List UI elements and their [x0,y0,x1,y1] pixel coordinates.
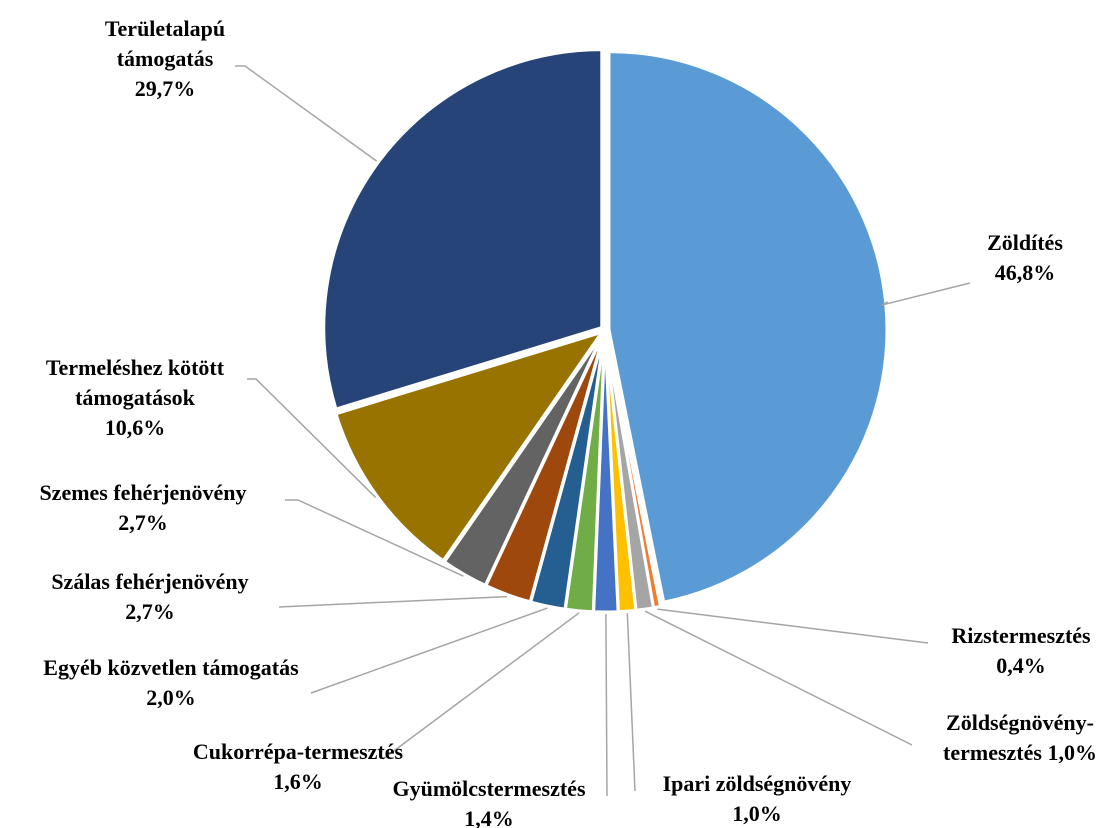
slice-label: Ipari zöldségnövény 1,0% [663,771,852,826]
pie-slices [322,48,889,614]
leader-line [310,607,548,694]
leader-line [657,608,929,644]
leader-lines [235,65,971,797]
leader-line [235,65,378,162]
slice-labels: Zöldítés 46,8% Rizstermesztés 0,4% Zöldségnö… [39,16,1097,828]
leader-line [881,282,971,306]
leader-line [644,610,913,746]
pie-slice [334,329,606,563]
slice-label: Zöldítés 46,8% [987,230,1063,285]
slice-label: Zöldségnövény-termesztés 1,0% [943,710,1097,765]
pie-slice [322,48,604,411]
slice-label: Területalapú támogatás 29,7% [105,16,225,101]
leader-line [247,378,377,498]
slice-label: Cukorrépa-termesztés 1,6% [193,739,404,794]
slice-label: Rizstermesztés 0,4% [951,623,1091,678]
slice-label: Termeléshez kötött támogatások 10,6% [46,355,225,440]
pie-slice [607,50,889,604]
leader-line [278,595,508,608]
slice-label: Egyéb közvetlen támogatás 2,0% [43,655,299,710]
slice-label: Szemes fehérjenövény 2,7% [39,480,246,535]
slice-label: Gyümölcstermesztés 1,4% [392,776,585,828]
leader-line [382,612,580,760]
leader-line [285,499,464,577]
leader-line [605,613,608,797]
leader-line [626,613,636,792]
slice-label: Szálas fehérjenövény 2,7% [51,569,248,624]
pie-slice [442,332,605,588]
